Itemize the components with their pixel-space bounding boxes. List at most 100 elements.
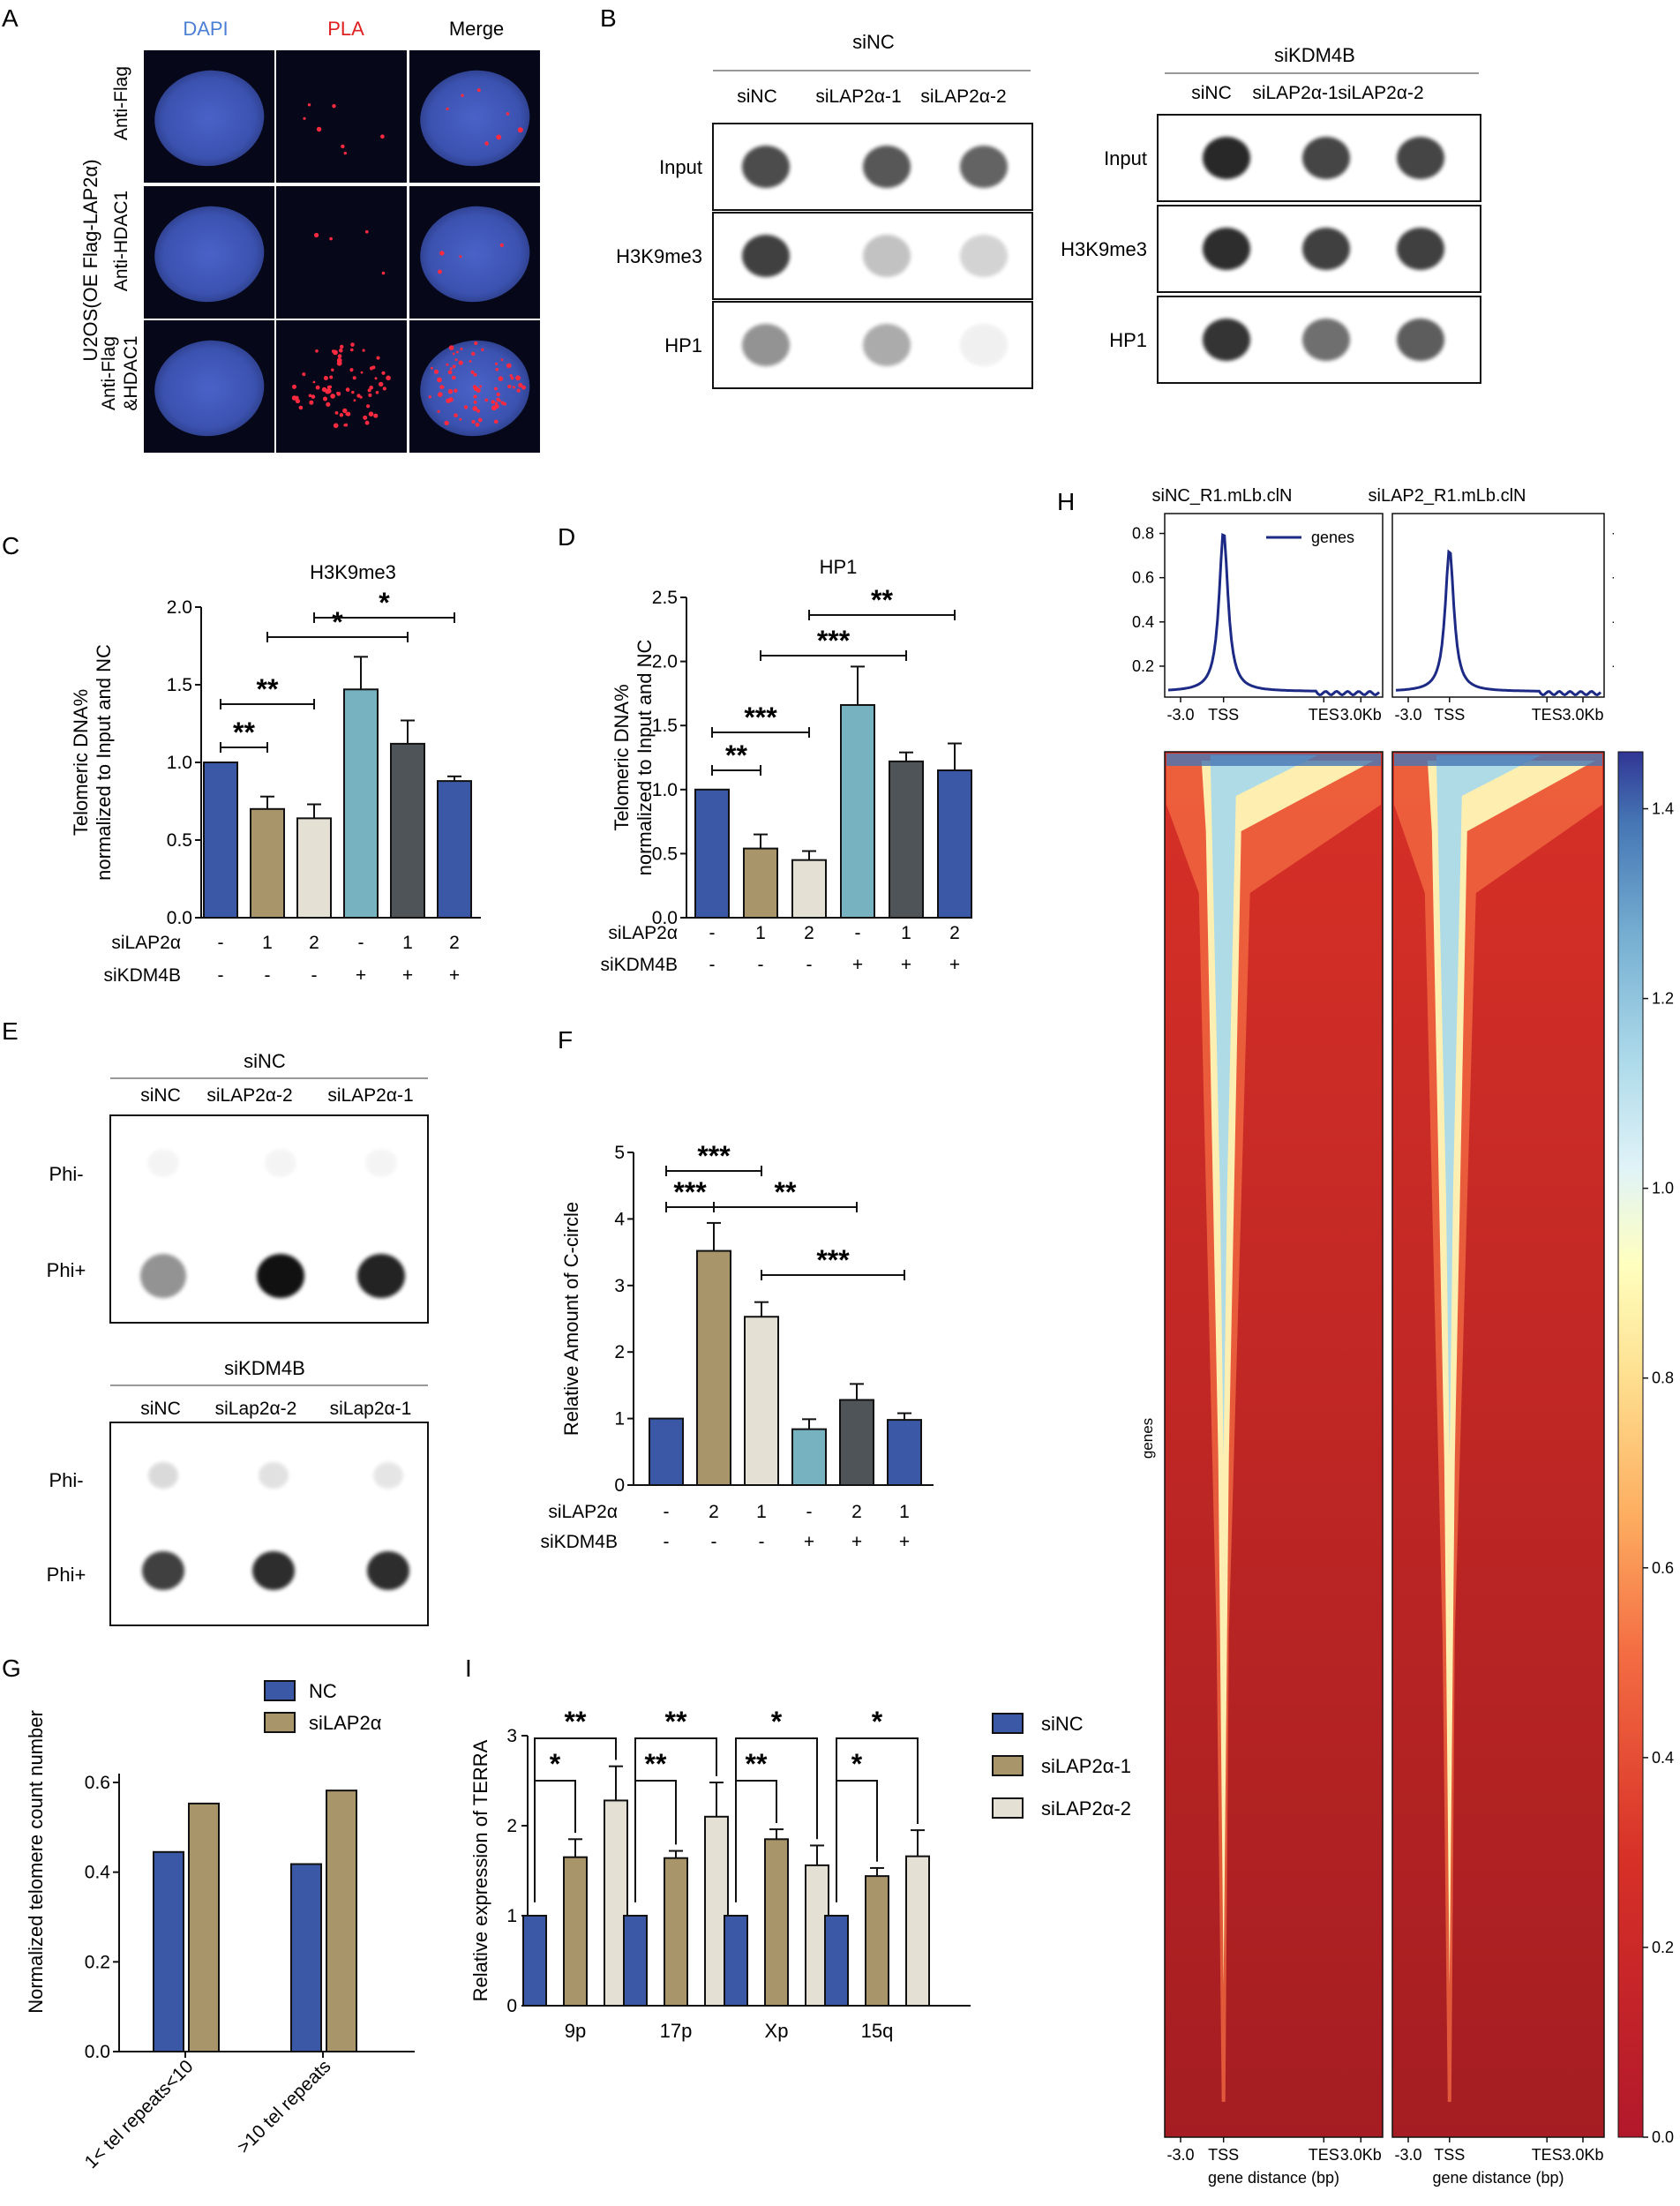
pla-dot (473, 372, 477, 377)
bar (764, 1838, 789, 2007)
panel-label-g: G (2, 1654, 21, 1682)
profile-curve (1167, 532, 1381, 697)
pla-dot (446, 398, 451, 403)
pla-dot (447, 388, 454, 394)
pla-dot (342, 408, 348, 414)
dot-blot-b: siNC siLAP2α-1 siLAP2α-2 siNC siLAP2α-1 siLAP… (616, 83, 1481, 389)
blot-dot (1203, 319, 1250, 361)
bar (743, 847, 778, 919)
blot-dot (142, 1551, 184, 1590)
bar (390, 742, 425, 919)
pla-dot (381, 271, 386, 275)
y-tick-label: 0.5 (167, 830, 192, 851)
bar (188, 1802, 220, 2053)
blot-dot (863, 146, 911, 188)
x-tick-label: Xp (765, 2020, 789, 2042)
micrograph-tile (276, 186, 407, 319)
colorbar-tick-label: 0.4 (1652, 1749, 1674, 1767)
pla-dot (476, 88, 481, 93)
bar (203, 762, 238, 919)
sig-bracket-outer (836, 1737, 919, 1902)
pla-dot (365, 229, 369, 234)
pla-dot (449, 367, 453, 371)
y-tick-label: 2.5 (652, 588, 678, 608)
blot-dot (257, 1254, 304, 1298)
pla-dot (459, 417, 462, 421)
pla-dot (339, 413, 344, 417)
pla-dot (376, 356, 380, 360)
y-tick-label: 5 (614, 1143, 625, 1163)
legend-label: siLAP2α (309, 1712, 382, 1734)
pla-dot (360, 371, 364, 374)
b-row-label: Input (659, 156, 702, 178)
microscopy-grid (144, 50, 540, 453)
y-axis-label: Normalized telomere count number (25, 1710, 47, 2014)
chart-title: HP1 (820, 556, 858, 578)
pla-dot (473, 400, 477, 404)
sig-bracket-outer (735, 1737, 818, 1902)
pla-dot (326, 401, 331, 407)
pla-dot (495, 362, 498, 365)
pla-dot (510, 376, 514, 380)
blot-dot (265, 1149, 296, 1177)
x-tick-label: TES (1532, 706, 1563, 724)
pla-dot (334, 411, 339, 415)
pla-dot (375, 391, 379, 394)
pla-dot (496, 392, 500, 397)
pla-dot (498, 376, 504, 382)
sig-label: ** (233, 717, 255, 748)
pla-dot (298, 405, 304, 410)
condition-row-label: siLAP2α (608, 923, 678, 943)
panel-label-i: I (465, 1654, 472, 1682)
condition-label: 2 (949, 923, 960, 943)
bar (840, 703, 875, 919)
pla-dot (371, 365, 376, 370)
pla-dot (351, 390, 355, 394)
y-axis-label: normalized to Input and NC (634, 639, 656, 875)
blot-dot (960, 146, 1008, 188)
pla-dot (344, 423, 349, 427)
panel-label-d: D (558, 523, 575, 551)
pla-dot (459, 255, 462, 259)
nucleus (420, 70, 530, 167)
sig-label: ** (645, 1748, 667, 1780)
condition-label: + (356, 965, 366, 986)
sig-bracket-outer (534, 1737, 617, 1902)
blot-dot (863, 235, 911, 277)
condition-label: - (759, 1532, 765, 1552)
b-lane-label: siLAP2α-2 (920, 86, 1006, 107)
b-row-label: Input (1104, 147, 1147, 169)
pla-dot (484, 398, 489, 402)
panel-g: G 0.0 0.2 0.4 0.6 Normalized telomere count … (2, 1654, 415, 2172)
pla-dot (471, 419, 476, 424)
e-row-label: Phi+ (47, 1259, 86, 1281)
pla-dot (428, 395, 431, 399)
y-tick-label: 0.0 (85, 2042, 110, 2062)
condition-label: + (949, 955, 960, 975)
x-tick-label: 3.0Kb (1562, 2146, 1603, 2164)
panel-label-f: F (558, 1026, 573, 1054)
heatmap-signal-top (1166, 754, 1381, 766)
pla-dot (471, 351, 476, 356)
col-header-merge: Merge (449, 18, 504, 40)
pla-dot (491, 405, 497, 411)
b-row-label: HP1 (1109, 329, 1147, 351)
sig-label: ** (746, 1748, 768, 1780)
y-tick-label: 3 (614, 1276, 625, 1296)
pla-dot (345, 412, 349, 416)
b-row-label: H3K9me3 (616, 245, 702, 267)
heatmap-body (1391, 751, 1605, 2138)
blot-dot (742, 146, 790, 188)
row-label-anti-flag-hdac1-2: &HDAC1 (121, 335, 141, 410)
pla-dot (362, 349, 365, 352)
pla-dot (368, 411, 374, 417)
bar (744, 1316, 779, 1487)
pla-dot (330, 394, 335, 399)
pla-dot (515, 375, 521, 381)
pla-dot (340, 344, 344, 349)
b-group1-title: siNC (852, 31, 895, 53)
blot-dot (252, 1551, 295, 1590)
panel-a-side-label: U2OS(OE Flag-LAP2α) (79, 159, 101, 361)
sig-label: ** (257, 673, 279, 705)
